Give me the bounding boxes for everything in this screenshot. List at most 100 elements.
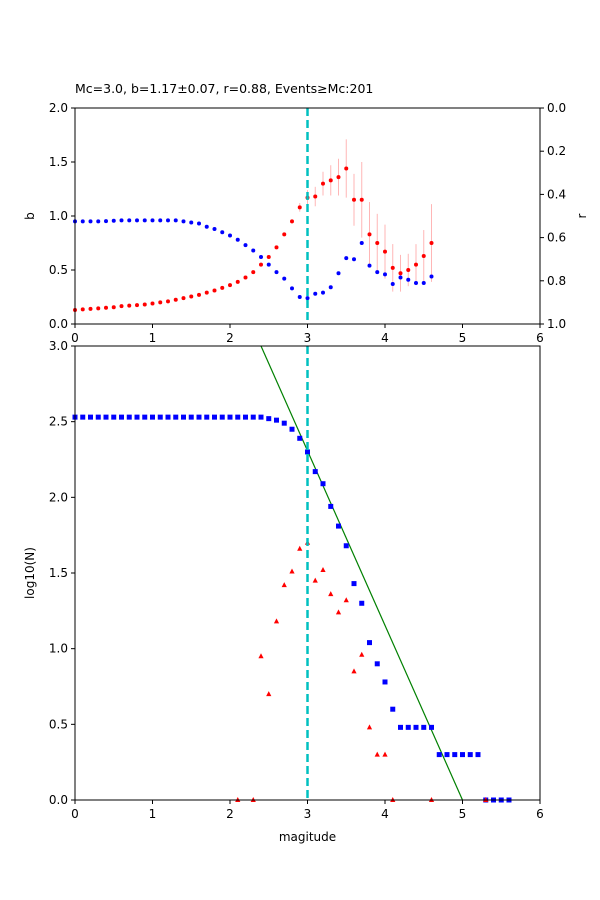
cumulative-count-point [413, 724, 419, 730]
b-point [150, 301, 155, 306]
noncumulative-count-point [351, 668, 357, 674]
x-tick-label: 1 [149, 807, 157, 821]
r-point [328, 285, 333, 290]
y2-tick-label: 0.6 [547, 231, 566, 245]
cumulative-count-point [429, 724, 434, 730]
noncumulative-count-point [289, 568, 295, 574]
r-point [406, 277, 411, 282]
cumulative-count-point [460, 752, 465, 758]
cumulative-count-point [367, 640, 372, 646]
cumulative-count-point [165, 414, 171, 420]
cumulative-count-point [452, 752, 458, 758]
noncumulative-count-point [297, 545, 303, 551]
b-point [398, 271, 403, 276]
x-tick-label: 2 [226, 331, 234, 345]
b-point [390, 265, 395, 270]
y2-tick-label: 0.8 [547, 274, 566, 288]
b-point [336, 175, 341, 180]
cumulative-count-point [312, 469, 318, 475]
r-point [119, 218, 124, 223]
noncumulative-count-point [281, 582, 287, 588]
b-point [321, 181, 325, 186]
cumulative-count-point [281, 420, 287, 426]
r-point [166, 218, 170, 223]
b-point [367, 232, 372, 237]
b-point [158, 300, 163, 305]
cumulative-count-point [398, 724, 403, 730]
b-point [251, 270, 256, 275]
cumulative-count-point [266, 416, 272, 422]
x-tick-label: 0 [71, 807, 79, 821]
cumulative-count-point [274, 417, 279, 423]
cumulative-count-point [343, 543, 349, 549]
r-point [96, 219, 101, 224]
b-point [88, 306, 93, 311]
chart-title: Mc=3.0, b=1.17±0.07, r=0.88, Events≥Mc:2… [75, 81, 373, 96]
x-tick-label: 5 [459, 807, 467, 821]
r-point [266, 262, 271, 267]
r-point [367, 263, 372, 268]
r-point [421, 280, 426, 285]
cumulative-count-point [111, 414, 117, 420]
r-point [297, 295, 302, 299]
r-point [259, 255, 263, 260]
cumulative-count-point [204, 414, 210, 420]
x-tick-label: 0 [71, 331, 79, 345]
x-tick-label: 4 [381, 331, 389, 345]
cumulative-count-point [188, 414, 194, 420]
x-tick-label: 4 [381, 807, 389, 821]
r-point [142, 218, 147, 223]
y-axis-label: b [23, 212, 37, 220]
cumulative-count-point [119, 414, 124, 420]
b-point [181, 296, 186, 301]
r-point [290, 286, 294, 291]
x-tick-label: 5 [459, 331, 467, 345]
cumulative-count-point [374, 661, 380, 667]
r-point [383, 272, 387, 277]
r-point [390, 282, 395, 287]
b-point [235, 279, 240, 284]
b-point [414, 262, 418, 267]
cumulative-count-point [212, 414, 217, 420]
r-point [104, 219, 108, 224]
y-tick-label: 1.0 [49, 209, 68, 223]
r-point [243, 243, 248, 248]
y-tick-label: 1.5 [49, 566, 68, 580]
b-point [173, 297, 178, 302]
y-tick-label: 2.0 [49, 101, 68, 115]
b-point [197, 292, 201, 297]
r-point [352, 257, 356, 262]
y-tick-label: 0.5 [49, 717, 68, 731]
r-point [251, 248, 256, 253]
b-point [80, 307, 85, 312]
cumulative-count-point [243, 414, 248, 420]
cumulative-count-point [289, 426, 295, 432]
bottom-subplot: 0 1 2 3 4 5 6 0.0 0.5 1.0 1.5 2.0 2.5 3.0 magitude log1… [23, 339, 544, 844]
y-tick-label: 1.0 [49, 642, 68, 656]
r-point [344, 256, 349, 261]
b-point [111, 305, 116, 310]
cumulative-count-point [390, 706, 396, 712]
b-point [406, 268, 411, 272]
y-tick-label: 2.5 [49, 415, 68, 429]
cumulative-count-point [142, 414, 148, 420]
b-point [344, 166, 349, 171]
r-point [127, 218, 132, 223]
r-point [228, 233, 232, 238]
cumulative-count-point [336, 523, 341, 529]
cumulative-count-point [258, 414, 264, 420]
cumulative-count-point [134, 414, 140, 420]
cumulative-count-point [219, 414, 225, 420]
r-point [204, 224, 209, 229]
r-point [80, 219, 85, 224]
y2-axis-label: r [575, 213, 589, 218]
x-tick-label: 3 [304, 807, 312, 821]
r-point [359, 241, 364, 245]
cumulative-count-point [181, 414, 186, 420]
top-subplot: 0 1 2 3 4 5 6 0.0 0.5 1.0 1.5 2.0 0.0 0.2 0.4 0.6 0.8 1.0… [23, 101, 589, 345]
b-point [359, 197, 364, 202]
noncumulative-count-point [382, 751, 388, 757]
cumulative-count-point [297, 435, 303, 441]
y-axis-label: log10(N) [23, 547, 37, 599]
b-point [328, 178, 333, 183]
